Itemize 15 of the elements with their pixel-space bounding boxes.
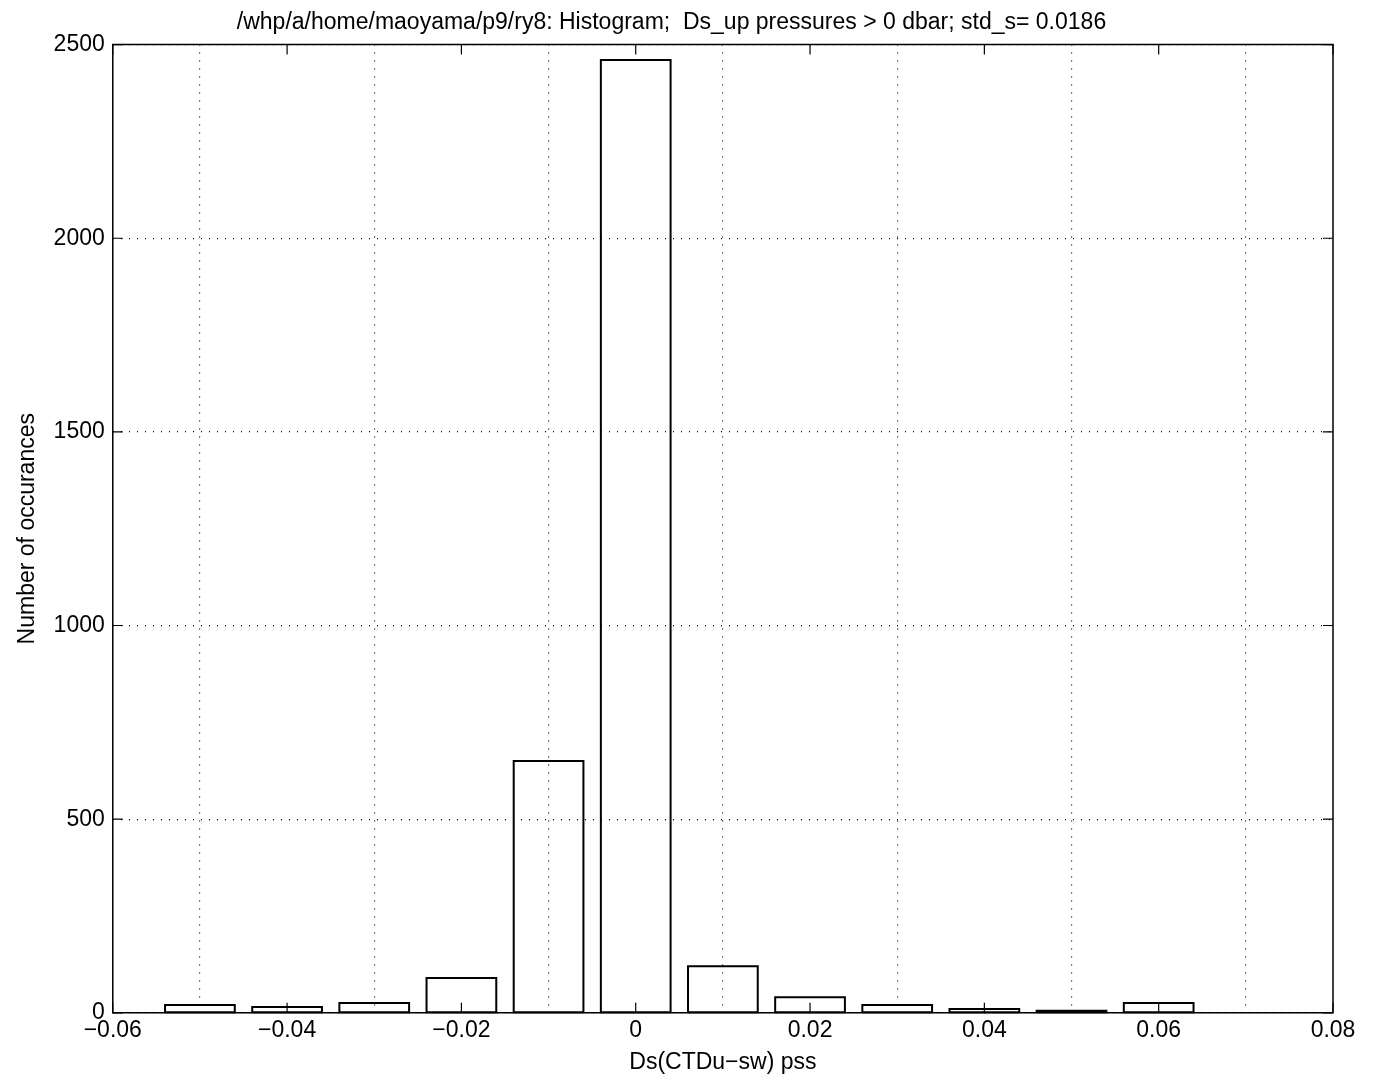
- chart-title: /whp/a/home/maoyama/p9/ry8: Histogram; Ds_up pressures > 0 dbar; std_s= 0.0186: [236, 8, 1107, 35]
- y-axis-title: Number of occurances: [13, 413, 40, 645]
- x-tick-label: 0.02: [787, 1015, 833, 1042]
- y-tick-label: 2500: [53, 29, 105, 56]
- y-tick-label: 2000: [53, 223, 105, 250]
- y-tick-label: 1000: [53, 610, 105, 637]
- y-tick-label: 500: [66, 804, 105, 831]
- x-tick-label: −0.02: [432, 1015, 491, 1042]
- y-tick-label: 1500: [53, 417, 105, 444]
- x-tick-label: 0: [629, 1015, 643, 1042]
- x-tick-label: 0.08: [1310, 1015, 1356, 1042]
- x-tick-label: −0.04: [257, 1015, 317, 1042]
- x-tick-label: 0.06: [1136, 1015, 1182, 1042]
- x-tick-label: 0.04: [961, 1015, 1007, 1042]
- x-axis-title: Ds(CTDu−sw) pss: [629, 1047, 817, 1074]
